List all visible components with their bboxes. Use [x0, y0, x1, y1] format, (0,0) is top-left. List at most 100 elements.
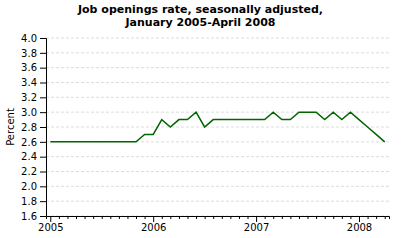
y-axis: 1.61.82.02.22.42.62.83.03.23.43.63.84.0	[21, 33, 46, 222]
x-tick	[76, 216, 77, 219]
x-tick: 2007	[244, 216, 269, 233]
y-tick-mark	[40, 216, 46, 217]
x-tick-mark	[85, 216, 86, 219]
x-tick	[213, 216, 214, 219]
x-tick: 2006	[141, 216, 166, 233]
x-tick	[248, 216, 249, 219]
y-label: Percent	[5, 108, 16, 146]
x-tick	[205, 216, 206, 219]
x-tick-mark	[136, 216, 137, 219]
grid-line	[46, 52, 389, 53]
x-tick-mark	[187, 216, 188, 219]
x-tick	[308, 216, 309, 219]
x-axis: 2005 2006 2007 2008	[38, 216, 389, 233]
x-tick-mark	[282, 216, 283, 219]
x-tick	[67, 216, 68, 219]
y-tick-mark	[40, 112, 46, 113]
y-tick: 3.6	[21, 62, 46, 73]
x-tick-mark	[145, 216, 146, 219]
x-tick-mark	[299, 216, 300, 219]
y-tick-mark	[40, 201, 46, 202]
y-tick-label: 3.8	[21, 48, 37, 59]
grid-line	[46, 186, 389, 187]
y-tick-label: 2.8	[21, 122, 37, 133]
x-tick	[273, 216, 274, 219]
x-tick-mark	[273, 216, 274, 219]
title: Job openings rate, seasonally adjusted,J…	[77, 3, 323, 29]
y-tick: 2.4	[21, 151, 46, 162]
y-tick: 3.2	[21, 92, 46, 103]
x-tick	[222, 216, 223, 219]
y-tick: 3.0	[21, 107, 46, 118]
x-tick-label: 2008	[347, 222, 372, 233]
grid-line	[46, 112, 389, 113]
x-tick-mark	[213, 216, 214, 219]
x-tick	[119, 216, 120, 219]
y-tick-mark	[40, 186, 46, 187]
x-tick	[110, 216, 111, 219]
x-tick	[230, 216, 231, 219]
x-tick-mark	[50, 216, 51, 222]
grid-line	[46, 97, 389, 98]
x-tick-mark	[368, 216, 369, 219]
grid-line	[46, 156, 389, 157]
y-tick-mark	[40, 172, 46, 173]
x-tick-mark	[350, 216, 351, 219]
x-tick-mark	[248, 216, 249, 219]
x-tick: 2008	[347, 216, 372, 233]
x-tick-label: 2007	[244, 222, 269, 233]
y-tick-label: 1.8	[21, 196, 37, 207]
x-tick	[196, 216, 197, 219]
x-tick	[239, 216, 240, 219]
y-tick-label: 3.0	[21, 107, 37, 118]
x-tick-mark	[376, 216, 377, 219]
y-tick: 3.8	[21, 48, 46, 59]
x-tick-label: 2006	[141, 222, 166, 233]
y-tick-mark	[40, 97, 46, 98]
title-line: January 2005-April 2008	[124, 16, 275, 29]
y-tick-label: 2.0	[21, 181, 37, 192]
x-tick-mark	[239, 216, 240, 219]
grid	[46, 38, 389, 216]
x-tick-mark	[179, 216, 180, 219]
y-tick: 2.8	[21, 122, 46, 133]
x-tick	[290, 216, 291, 219]
x-tick	[85, 216, 86, 219]
y-tick-label: 4.0	[21, 33, 37, 44]
x-tick	[376, 216, 377, 219]
x-tick-mark	[162, 216, 163, 219]
x-tick	[127, 216, 128, 219]
y-tick: 2.2	[21, 166, 46, 177]
x-tick-mark	[102, 216, 103, 219]
x-tick	[350, 216, 351, 219]
x-tick	[179, 216, 180, 219]
x-tick-mark	[325, 216, 326, 219]
x-tick-mark	[93, 216, 94, 219]
x-tick-mark	[290, 216, 291, 219]
y-tick: 3.4	[21, 77, 46, 88]
y-tick-label: 2.6	[21, 137, 37, 148]
y-tick-mark	[40, 68, 46, 69]
y-tick-mark	[40, 38, 46, 39]
x-tick-mark	[230, 216, 231, 219]
x-tick-mark	[67, 216, 68, 219]
x-tick-mark	[110, 216, 111, 219]
y-tick-mark	[40, 127, 46, 128]
x-tick	[368, 216, 369, 219]
y-tick: 1.8	[21, 196, 46, 207]
x-tick	[282, 216, 283, 219]
x-tick	[187, 216, 188, 219]
y-tick-mark	[40, 157, 46, 158]
x-tick	[102, 216, 103, 219]
x-tick-mark	[333, 216, 334, 219]
grid-line	[46, 82, 389, 83]
x-tick	[342, 216, 343, 219]
x-tick-label: 2005	[38, 222, 63, 233]
x-tick	[325, 216, 326, 219]
x-tick-mark	[222, 216, 223, 219]
chart: Job openings rate, seasonally adjusted,J…	[0, 0, 401, 238]
x-tick: 2005	[38, 216, 63, 233]
x-tick	[162, 216, 163, 219]
x-tick-mark	[153, 216, 154, 222]
x-tick	[316, 216, 317, 219]
